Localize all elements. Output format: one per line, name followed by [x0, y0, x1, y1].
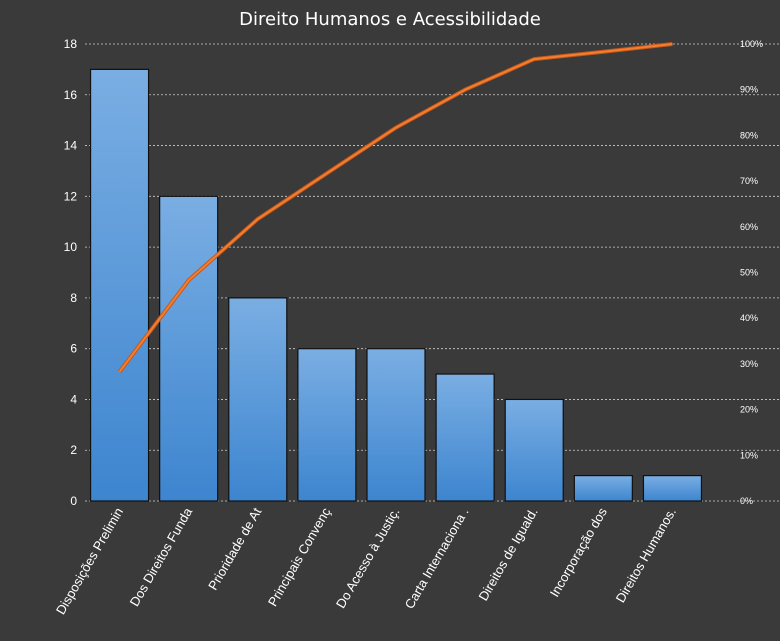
x-tick-label: Disposições Prelimin	[53, 505, 126, 617]
y-tick-label: 18	[64, 37, 78, 51]
y-tick-label: 8	[70, 291, 77, 305]
bar	[297, 348, 357, 502]
y-tick-label: 4	[70, 392, 77, 406]
bar	[89, 68, 150, 502]
x-tick-label: Direitos de Iguald.	[475, 505, 540, 603]
y2-tick-label: 90%	[740, 85, 758, 95]
y2-tick-label: 80%	[740, 130, 758, 140]
x-tick-label: Prioridade de At	[205, 505, 264, 593]
bars	[89, 68, 703, 502]
bar	[435, 373, 495, 502]
bar	[504, 398, 564, 502]
y-tick-label: 10	[64, 240, 78, 254]
bar	[228, 297, 288, 502]
y-axis: 0 2 4 6 8 10 12 14 16 18	[64, 37, 78, 508]
y2-tick-label: 40%	[740, 313, 758, 323]
y2-tick-label: 10%	[740, 450, 758, 460]
cumulative-line	[118, 43, 673, 373]
x-axis: Disposições Prelimin Dos Direitos Funda Pr…	[53, 504, 679, 617]
y-tick-label: 2	[70, 443, 77, 457]
y-tick-label: 0	[70, 494, 77, 508]
x-tick-label: Dos Direitos Funda	[127, 504, 196, 609]
y2-tick-label: 50%	[740, 268, 758, 278]
y2-axis: 0% 10% 20% 30% 40% 50% 60% 70% 80% 90% 100%	[740, 39, 763, 506]
y2-tick-label: 0%	[740, 496, 753, 506]
y-tick-label: 14	[64, 139, 78, 153]
x-tick-label: Incorporação dos	[547, 505, 610, 600]
x-tick-label: Principais Convenç	[265, 505, 334, 609]
chart-title: Direito Humanos e Acessibilidade	[239, 9, 541, 30]
x-tick-label: Do Acesso à Justiç.	[333, 505, 403, 611]
bar	[642, 475, 703, 502]
y2-tick-label: 20%	[740, 405, 758, 415]
y-tick-label: 16	[64, 88, 78, 102]
y2-tick-label: 60%	[740, 222, 758, 232]
y2-tick-label: 100%	[740, 39, 763, 49]
cumulative-line-group	[117, 42, 673, 373]
bar	[366, 348, 426, 502]
x-tick-label: Carta Internaciona .	[402, 505, 472, 611]
y-tick-label: 6	[70, 342, 77, 356]
y-tick-label: 12	[64, 189, 78, 203]
bar	[573, 475, 633, 502]
y2-tick-label: 30%	[740, 359, 758, 369]
y2-tick-label: 70%	[740, 176, 758, 186]
x-tick-label: Direitos Humanos.	[613, 505, 679, 605]
bar	[159, 195, 219, 502]
